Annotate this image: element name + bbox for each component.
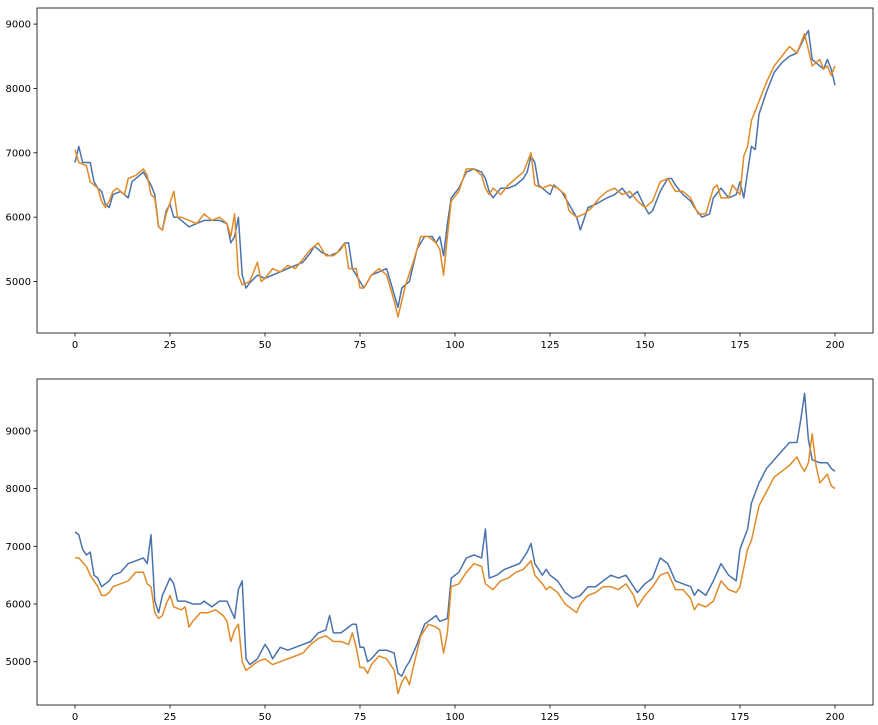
x-tick-label: 125: [540, 712, 559, 723]
chart-top: 0 25 50 75 100 125 150 175 200 5000 6000 7000 8000 90…: [6, 7, 874, 351]
plot-frame: [36, 378, 874, 706]
series-line-1: [74, 392, 836, 677]
x-tick-label: 100: [445, 340, 464, 351]
x-tick-label: 200: [825, 340, 844, 351]
x-tick-label: 100: [445, 712, 464, 723]
y-tick-label: 5000: [6, 277, 31, 288]
y-tick-label: 7000: [6, 148, 31, 159]
x-tick-label: 175: [730, 712, 749, 723]
y-tick-label: 9000: [6, 426, 31, 437]
x-tick-label: 25: [164, 340, 177, 351]
series-line-2: [74, 32, 836, 318]
y-tick-label: 8000: [6, 84, 31, 95]
y-tick-label: 7000: [6, 542, 31, 553]
x-tick-label: 0: [72, 712, 78, 723]
x-tick-label: 25: [164, 712, 177, 723]
y-tick-label: 9000: [6, 20, 31, 31]
x-tick-label: 75: [354, 340, 367, 351]
x-tick-label: 150: [635, 340, 654, 351]
x-tick-label: 125: [540, 340, 559, 351]
x-tick-label: 0: [72, 340, 78, 351]
x-tick-label: 50: [259, 340, 272, 351]
x-tick-label: 50: [259, 712, 272, 723]
x-tick-label: 175: [730, 340, 749, 351]
x-tick-label: 200: [825, 712, 844, 723]
x-tick-label: 150: [635, 712, 654, 723]
x-tick-label: 75: [354, 712, 367, 723]
y-tick-label: 8000: [6, 484, 31, 495]
series-line-1: [74, 29, 836, 309]
y-tick-label: 5000: [6, 657, 31, 668]
y-tick-label: 6000: [6, 213, 31, 224]
series-line-2: [75, 433, 836, 695]
chart-bottom: 0 25 50 75 100 125 150 175 200 5000 6000 7000 8000 90…: [6, 378, 874, 723]
y-tick-label: 6000: [6, 600, 31, 611]
